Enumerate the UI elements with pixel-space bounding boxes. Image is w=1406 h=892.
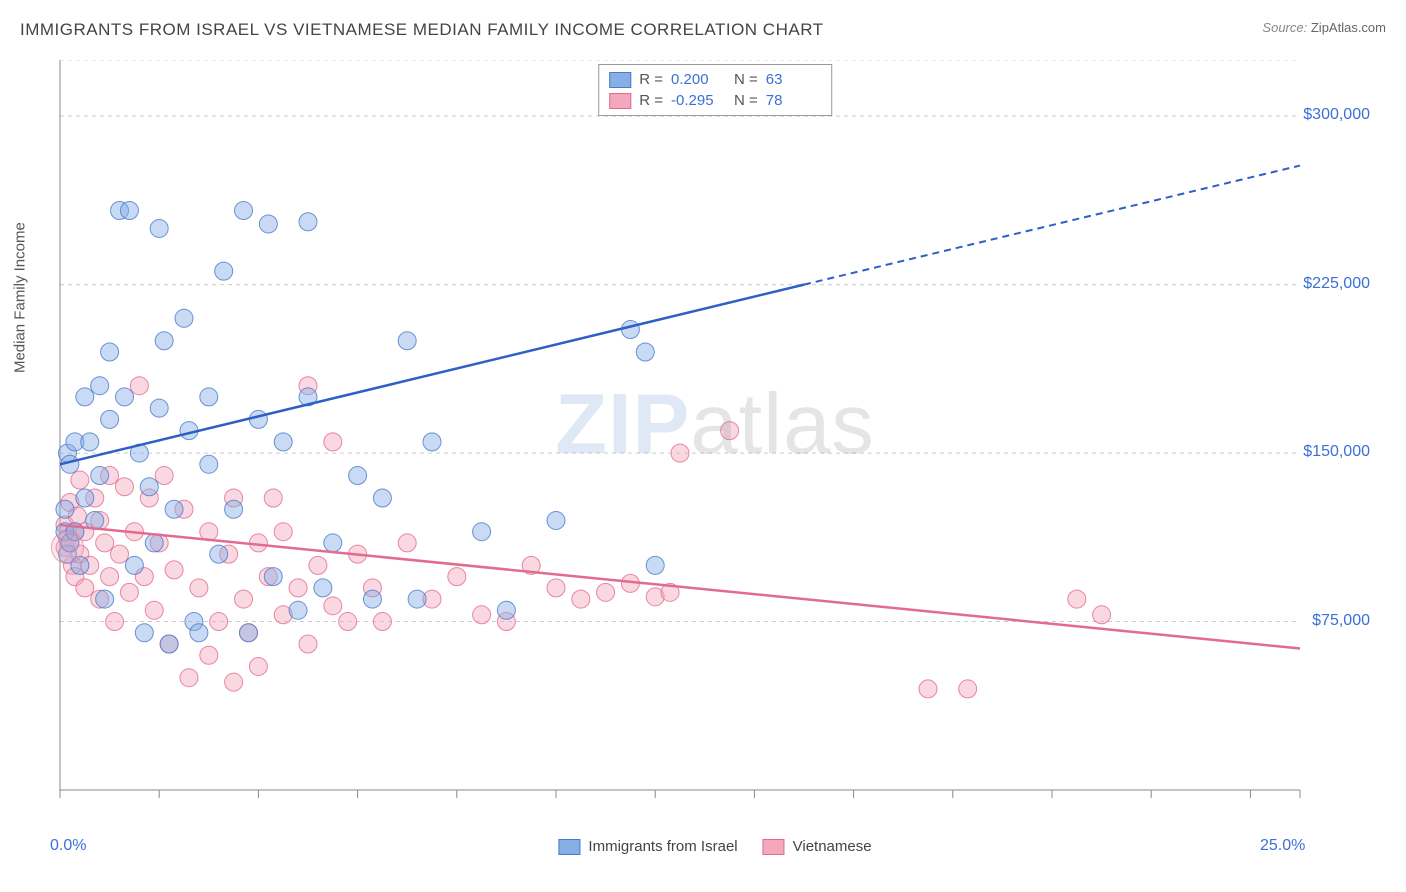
legend-swatch-icon [609, 72, 631, 88]
legend-label: Immigrants from Israel [588, 838, 737, 855]
legend-row-series-0: R = 0.200 N = 63 [609, 69, 821, 90]
source-label: Source: [1262, 20, 1307, 35]
scatter-plot [50, 60, 1350, 820]
legend-n-label: N = [734, 71, 758, 88]
source-value: ZipAtlas.com [1311, 20, 1386, 35]
y-tick-label: $225,000 [1303, 275, 1370, 293]
legend-swatch-icon [558, 839, 580, 855]
legend-item-israel: Immigrants from Israel [558, 838, 737, 855]
legend-swatch-icon [763, 839, 785, 855]
legend-r-value: -0.295 [671, 92, 726, 109]
legend-label: Vietnamese [793, 838, 872, 855]
y-axis-label: Median Family Income [12, 222, 29, 373]
legend-r-label: R = [639, 92, 663, 109]
x-tick-label: 25.0% [1260, 837, 1305, 855]
legend-series: Immigrants from Israel Vietnamese [558, 838, 871, 855]
legend-row-series-1: R = -0.295 N = 78 [609, 90, 821, 111]
legend-swatch-icon [609, 93, 631, 109]
legend-n-label: N = [734, 92, 758, 109]
chart-title: IMMIGRANTS FROM ISRAEL VS VIETNAMESE MED… [20, 20, 824, 40]
chart-area: Median Family Income ZIPatlas R = 0.200 … [50, 60, 1380, 820]
x-tick-label: 0.0% [50, 837, 86, 855]
legend-correlation: R = 0.200 N = 63 R = -0.295 N = 78 [598, 64, 832, 116]
y-tick-label: $300,000 [1303, 106, 1370, 124]
y-tick-label: $150,000 [1303, 443, 1370, 461]
legend-item-vietnamese: Vietnamese [763, 838, 872, 855]
legend-r-label: R = [639, 71, 663, 88]
y-tick-label: $75,000 [1312, 612, 1370, 630]
legend-n-value: 63 [766, 71, 821, 88]
source: Source: ZipAtlas.com [1262, 20, 1386, 35]
legend-n-value: 78 [766, 92, 821, 109]
header: IMMIGRANTS FROM ISRAEL VS VIETNAMESE MED… [0, 0, 1406, 50]
legend-r-value: 0.200 [671, 71, 726, 88]
